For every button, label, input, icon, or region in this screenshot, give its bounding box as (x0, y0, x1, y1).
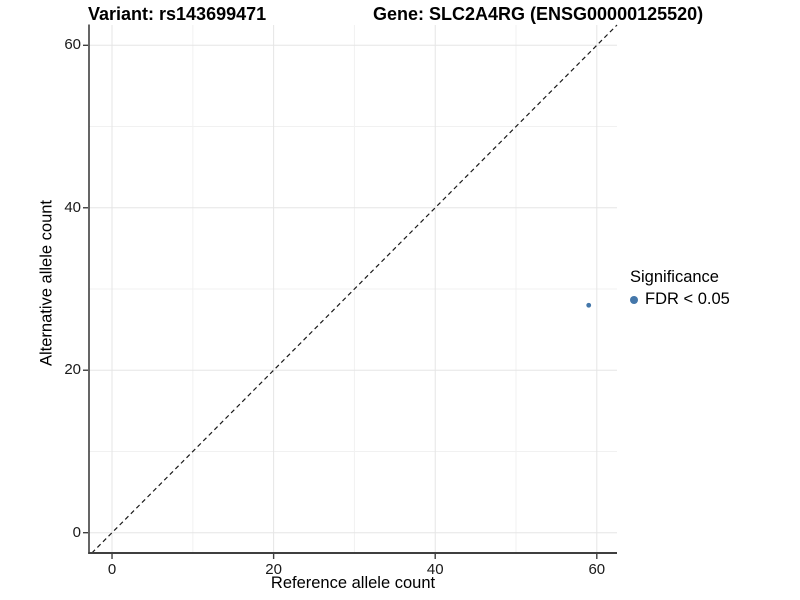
y-tick-label: 0 (72, 523, 81, 541)
variant-title: Variant: rs143699471 (88, 4, 267, 24)
legend-title: Significance (630, 268, 719, 286)
legend-point-icon (630, 295, 638, 304)
legend: Significance FDR < 0.05 (630, 268, 730, 309)
data-point (586, 302, 592, 308)
y-tick-label: 40 (64, 198, 81, 216)
y-tick-label: 60 (64, 36, 81, 54)
gene-title: Gene: SLC2A4RG (ENSG00000125520) (373, 4, 704, 24)
chart-svg (83, 24, 618, 559)
x-tick-label: 0 (107, 561, 117, 578)
y-tick-label: 20 (64, 361, 81, 379)
identity-line (91, 24, 618, 554)
y-axis-title: Alternative allele count (37, 199, 56, 367)
legend-entry-label: FDR < 0.05 (645, 290, 730, 308)
legend-entry: FDR < 0.05 (630, 290, 730, 309)
plot-panel: 0 20 40 60 0 20 40 60 (64, 24, 618, 578)
x-tick-label: 20 (265, 561, 282, 578)
x-axis-title: Reference allele count (270, 574, 436, 592)
x-tick-label: 40 (426, 561, 444, 578)
x-tick-label: 60 (588, 561, 606, 578)
